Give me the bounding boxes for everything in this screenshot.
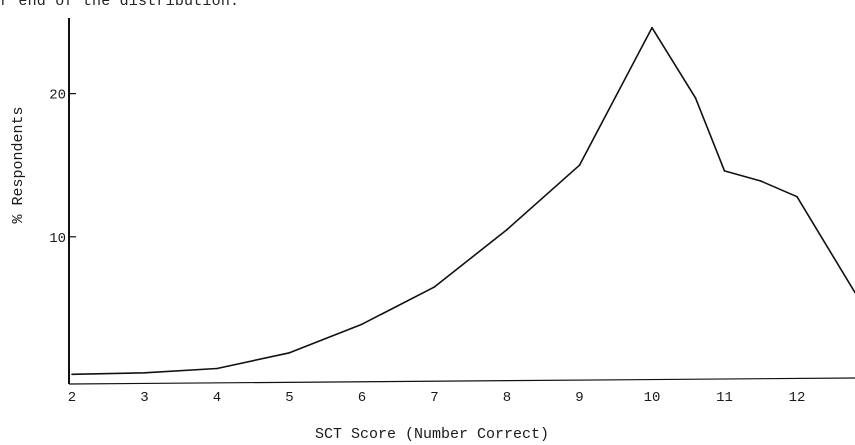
x-tick-label: 6: [358, 390, 366, 406]
x-axis-label: SCT Score (Number Correct): [315, 426, 549, 443]
data-point: [288, 352, 291, 354]
data-point: [71, 373, 73, 376]
x-tick-label: 3: [140, 390, 148, 406]
x-tick-label: 11: [716, 390, 733, 406]
y-tick-label: 20: [49, 88, 66, 104]
x-tick-label: 12: [789, 390, 806, 406]
caption-text: r end of the distribution.: [0, 0, 240, 10]
x-axis-line: [68, 377, 855, 385]
data-point: [694, 97, 697, 99]
x-tick-label: 10: [644, 390, 661, 406]
baseline-group: [68, 377, 855, 385]
axes: [68, 18, 76, 384]
x-tick-label: 2: [68, 390, 76, 406]
data-point: [216, 367, 218, 370]
data-point: [723, 170, 726, 172]
data-point: [578, 164, 581, 166]
data-point: [759, 180, 762, 182]
y-axis-label: % Respondents: [10, 106, 27, 223]
data-point: [361, 323, 363, 326]
x-tick-labels: 2 3 4 5 6 7 8 9 10 11 12: [68, 390, 806, 406]
x-tick-label: 5: [285, 390, 293, 406]
x-tick-label: 9: [575, 390, 583, 406]
data-point: [651, 26, 653, 29]
data-point: [506, 228, 508, 231]
x-tick-label: 4: [213, 390, 221, 406]
x-tick-label: 7: [430, 390, 438, 406]
series-group: [71, 26, 855, 376]
y-tick-labels: 10 20: [49, 88, 66, 247]
data-point: [796, 195, 798, 198]
x-tick-label: 8: [503, 390, 511, 406]
data-point: [143, 372, 146, 374]
y-tick-label: 10: [49, 231, 66, 247]
data-point: [433, 286, 436, 288]
series-line: [71, 26, 855, 376]
